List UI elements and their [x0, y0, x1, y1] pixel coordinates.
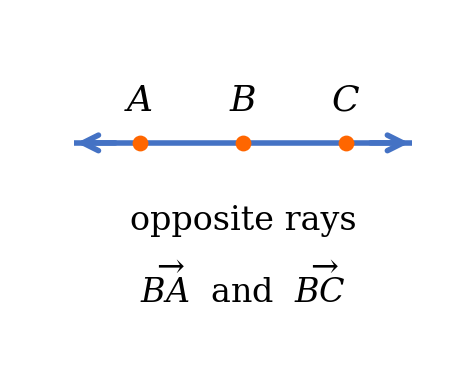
- Point: [137, 140, 144, 146]
- Text: opposite rays: opposite rays: [129, 205, 356, 237]
- Point: [239, 140, 246, 146]
- Text: C: C: [332, 84, 360, 118]
- Point: [342, 140, 349, 146]
- Text: B: B: [230, 84, 256, 118]
- Text: $\overrightarrow{BA}$  and  $\overrightarrow{BC}$: $\overrightarrow{BA}$ and $\overrightarr…: [140, 264, 346, 310]
- Text: A: A: [127, 84, 153, 118]
